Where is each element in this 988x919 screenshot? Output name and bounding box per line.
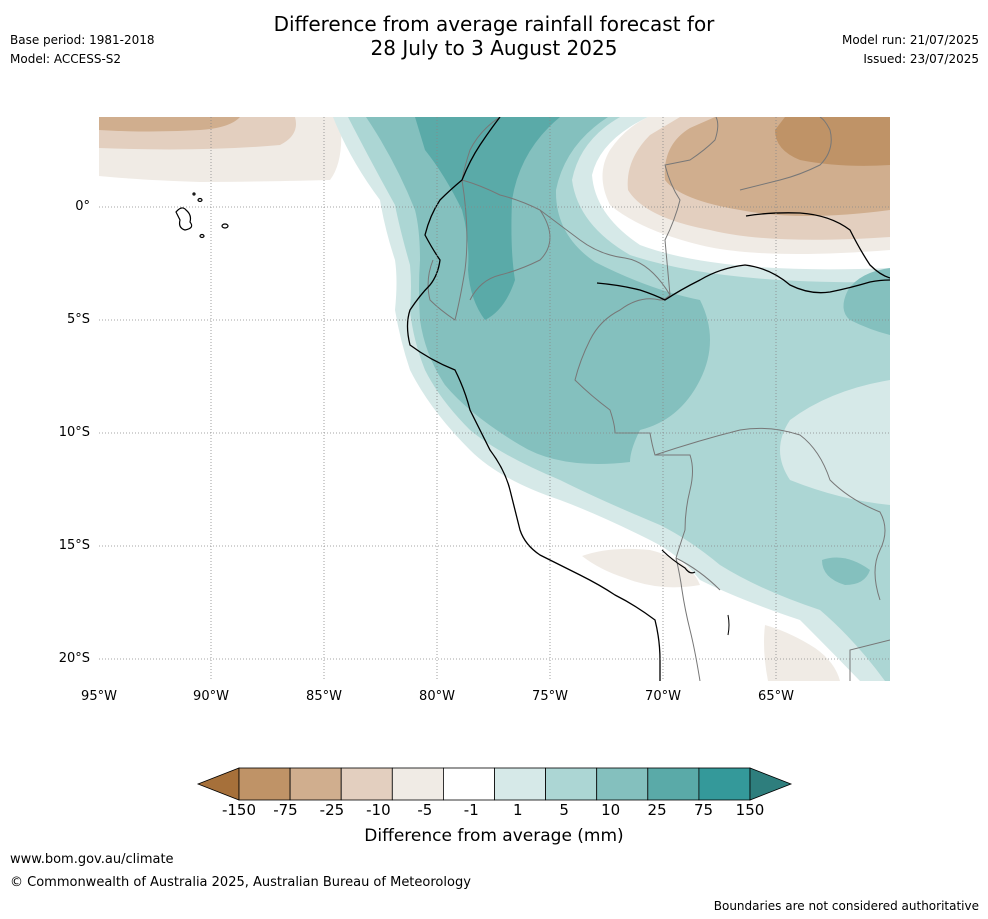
coastline-north	[745, 212, 890, 279]
region-dry-nw-strong	[99, 117, 240, 132]
map-title: Difference from average rainfall forecas…	[0, 12, 988, 60]
colorbar-extend-low	[196, 767, 240, 801]
rainfall-shading	[99, 117, 890, 681]
colorbar-swatch	[494, 767, 546, 801]
lat-label-15s: 15°S	[58, 538, 90, 553]
region-wet-1-east	[780, 380, 890, 505]
issued-date: Issued: 23/07/2025	[863, 52, 979, 66]
border-paraguay	[849, 639, 890, 681]
colorbar-tick-label: -10	[366, 801, 391, 819]
gridlines	[99, 117, 890, 681]
region-wet-3-south	[822, 557, 870, 585]
border-peru-brazil	[461, 179, 701, 681]
model-run: Model run: 21/07/2025	[841, 33, 979, 47]
region-wet-3	[366, 117, 710, 464]
border-guyana	[739, 117, 832, 191]
colorbar-swatch	[238, 767, 291, 801]
colorbar-tick-label: 75	[693, 801, 714, 819]
colorbar-tick-label: 150	[735, 801, 765, 819]
lon-label-85w: 85°W	[306, 689, 342, 704]
colorbar-swatch	[289, 767, 342, 801]
border-bolivia-chile	[675, 557, 721, 591]
colorbar-tick-label: 5	[559, 801, 569, 819]
lat-label-5s: 5°S	[66, 312, 90, 327]
coastline-pacific	[406, 117, 661, 681]
colorbar	[196, 767, 793, 801]
colorbar-tick-label: -150	[221, 801, 257, 819]
region-dry-south-1	[582, 548, 700, 588]
colorbar-tick-label: -1	[463, 801, 479, 819]
lake-poopo	[727, 614, 730, 636]
colorbar-swatch	[340, 767, 393, 801]
meta-right: Model run: 21/07/2025 Issued: 23/07/2025	[842, 31, 979, 69]
lon-label-95w: 95°W	[81, 689, 117, 704]
colorbar-swatch	[391, 767, 444, 801]
colorbar-tick-label: 10	[601, 801, 621, 819]
colorbar-swatch	[647, 767, 700, 801]
lon-label-90w: 90°W	[193, 689, 229, 704]
meta-left: Base period: 1981-2018 Model: ACCESS-S2	[10, 31, 155, 69]
colorbar-extend-high	[749, 767, 793, 801]
border-colombia-north	[461, 117, 501, 181]
website-link[interactable]: www.bom.gov.au/climate	[10, 852, 174, 867]
base-period: Base period: 1981-2018	[10, 33, 155, 47]
boundary-disclaimer: Boundaries are not considered authoritat…	[713, 899, 979, 913]
region-wet-4	[415, 117, 560, 320]
lake-titicaca	[661, 549, 696, 574]
lon-label-80w: 80°W	[419, 689, 455, 704]
river-amazon	[596, 264, 890, 301]
copyright-text: © Commonwealth of Australia 2025, Austra…	[10, 875, 471, 890]
border-venezuela	[664, 117, 719, 296]
colorbar-tick-label: -25	[319, 801, 345, 819]
border-bolivia-brazil	[654, 427, 886, 601]
border-ecuador	[427, 179, 468, 321]
lat-label-20s: 20°S	[58, 651, 90, 666]
colorbar-tick-label: 1	[512, 801, 523, 819]
title-line-1: Difference from average rainfall forecas…	[273, 12, 715, 36]
title-line-2: 28 July to 3 August 2025	[370, 36, 618, 60]
region-dry-ne-strongest	[775, 117, 890, 166]
region-wet-3-east	[843, 268, 890, 335]
lat-label-10s: 10°S	[58, 425, 90, 440]
colorbar-title: Difference from average (mm)	[364, 826, 624, 846]
colorbar-swatch	[596, 767, 649, 801]
region-dry-south-2	[764, 625, 840, 681]
lon-label-75w: 75°W	[532, 689, 568, 704]
lon-label-70w: 70°W	[645, 689, 681, 704]
colorbar-swatch	[698, 767, 751, 801]
colorbar-tick-label: -75	[273, 801, 298, 819]
rainfall-map	[99, 117, 890, 681]
colorbar-swatch	[545, 767, 598, 801]
colorbar-swatch	[442, 767, 495, 801]
lon-label-65w: 65°W	[758, 689, 794, 704]
model-name: Model: ACCESS-S2	[10, 52, 122, 66]
galapagos-islands	[175, 192, 229, 239]
colorbar-tick-label: -5	[417, 801, 433, 819]
lat-label-0: 0°	[75, 199, 90, 214]
colorbar-tick-label: 25	[647, 801, 667, 819]
